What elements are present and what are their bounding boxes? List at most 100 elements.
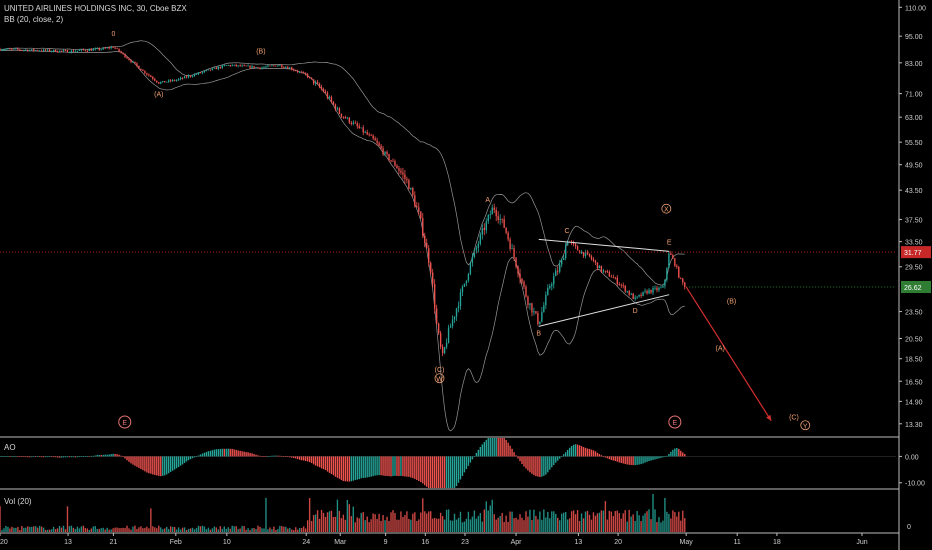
volume-bar — [154, 527, 156, 532]
candle-body — [634, 297, 636, 299]
candle-body — [404, 174, 406, 179]
ao-bar — [606, 456, 609, 459]
candle-body — [566, 241, 569, 246]
candle-body — [598, 265, 601, 269]
candle-body — [181, 77, 184, 79]
candle-body — [271, 65, 273, 67]
volume-bar — [487, 510, 489, 532]
candle-body — [128, 58, 130, 61]
volume-bar — [622, 513, 624, 532]
candle-body — [120, 51, 122, 53]
ao-bar — [467, 456, 470, 466]
ao-bar — [348, 456, 351, 482]
volume-bar — [469, 519, 472, 532]
ao-bar — [269, 456, 271, 457]
candle-body — [7, 48, 9, 50]
time-tick-label: 21 — [110, 539, 118, 546]
ao-bar — [173, 456, 176, 470]
volume-bar — [515, 517, 517, 532]
candle-body — [616, 277, 618, 284]
volume-bar — [249, 530, 251, 532]
ao-bar — [277, 455, 279, 457]
candle-body — [289, 67, 291, 69]
price-tick-label: 33.50 — [905, 240, 923, 247]
triangle-lower-line — [538, 294, 670, 327]
volume-bar — [281, 526, 283, 532]
volume-bar — [455, 519, 458, 532]
volume-bar — [360, 513, 362, 532]
volume-bar — [654, 509, 656, 532]
candle-body — [108, 47, 110, 49]
candle-body — [60, 50, 63, 52]
volume-bar — [322, 512, 325, 532]
volume-bar — [247, 528, 249, 532]
candle-body — [662, 286, 664, 288]
volume-bar — [5, 525, 7, 532]
ao-bar — [229, 448, 231, 457]
volume-bar — [104, 529, 106, 532]
ao-bar — [680, 450, 682, 457]
volume-bar — [320, 509, 323, 532]
ao-bar — [378, 456, 380, 476]
candle-body — [299, 71, 301, 73]
ao-bar — [126, 456, 128, 461]
time-tick-label: 16 — [421, 539, 429, 546]
wave-label: A — [485, 197, 490, 204]
ao-bar — [148, 456, 150, 474]
candle-body — [487, 215, 489, 222]
candle-body — [295, 70, 297, 72]
ao-bar — [562, 454, 565, 457]
ao-bar — [11, 456, 13, 457]
volume-bar — [209, 529, 212, 532]
candle-body — [0, 49, 1, 51]
ao-bar — [122, 456, 124, 458]
chart-header: UNITED AIRLINES HOLDINGS INC, 30, Cboe B… — [4, 3, 187, 25]
candle-body — [324, 91, 327, 93]
ao-bar — [92, 455, 94, 457]
volume-bar — [356, 517, 358, 532]
candle-body — [481, 228, 484, 235]
candle-body — [340, 113, 343, 117]
volume-bar — [126, 525, 128, 532]
candle-body — [265, 66, 267, 68]
ao-bar — [580, 446, 583, 457]
volume-bar — [193, 529, 196, 532]
time-tick-label: 18 — [773, 539, 781, 546]
candle-body — [600, 265, 603, 272]
volume-bar — [21, 525, 23, 532]
price-tick-label: 71.00 — [905, 92, 923, 99]
volume-bar — [304, 528, 307, 532]
bb-lower-band — [0, 49, 685, 432]
volume-bar — [205, 529, 208, 532]
candle-body — [338, 108, 341, 114]
volume-bar — [390, 512, 392, 532]
vol-pane-label: Vol (20) — [4, 497, 32, 506]
candle-body — [158, 82, 160, 84]
ao-bar — [128, 456, 130, 462]
ao-bar — [144, 456, 146, 472]
volume-bar — [134, 525, 136, 532]
wave-label: E — [667, 240, 672, 247]
ao-bar — [501, 438, 503, 457]
candle-body — [586, 252, 589, 254]
candle-body — [406, 178, 408, 181]
candle-body — [392, 160, 394, 162]
volume-bar — [96, 529, 98, 532]
volume-bar — [44, 529, 47, 532]
ao-bar — [293, 456, 295, 459]
volume-bar — [428, 511, 430, 532]
ao-bar — [537, 456, 539, 477]
ao-bar — [164, 456, 166, 476]
ao-bar — [487, 438, 489, 457]
ao-bar — [420, 456, 422, 483]
volume-bar — [39, 525, 41, 532]
volume-bar — [48, 529, 51, 532]
volume-bar — [213, 526, 216, 532]
price-tick-label: 29.50 — [905, 265, 923, 272]
candle-body — [173, 79, 176, 81]
ao-bar — [40, 456, 43, 458]
candle-body — [626, 291, 628, 292]
volume-bar — [60, 527, 63, 532]
ao-bar — [628, 456, 630, 465]
